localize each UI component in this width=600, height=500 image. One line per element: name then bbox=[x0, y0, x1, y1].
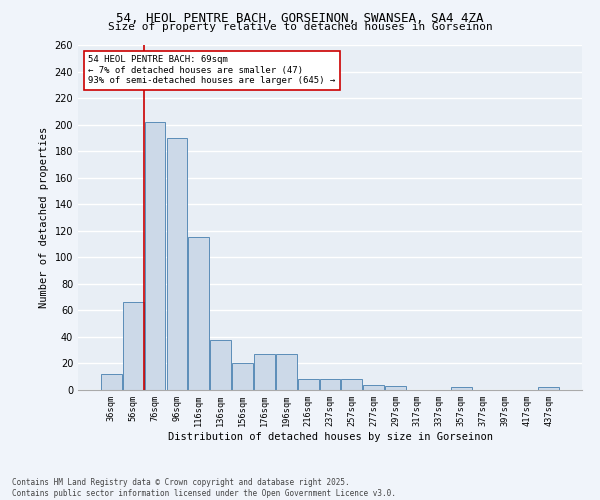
Bar bbox=[364, 384, 384, 390]
Bar bbox=[188, 238, 209, 390]
Bar bbox=[123, 302, 143, 390]
Bar bbox=[538, 388, 559, 390]
Text: Size of property relative to detached houses in Gorseinon: Size of property relative to detached ho… bbox=[107, 22, 493, 32]
Bar bbox=[298, 380, 319, 390]
Text: Contains HM Land Registry data © Crown copyright and database right 2025.
Contai: Contains HM Land Registry data © Crown c… bbox=[12, 478, 396, 498]
Bar bbox=[167, 138, 187, 390]
Bar bbox=[341, 380, 362, 390]
Bar bbox=[210, 340, 231, 390]
Bar bbox=[101, 374, 122, 390]
Text: 54 HEOL PENTRE BACH: 69sqm
← 7% of detached houses are smaller (47)
93% of semi-: 54 HEOL PENTRE BACH: 69sqm ← 7% of detac… bbox=[88, 56, 335, 85]
X-axis label: Distribution of detached houses by size in Gorseinon: Distribution of detached houses by size … bbox=[167, 432, 493, 442]
Bar bbox=[254, 354, 275, 390]
Bar bbox=[451, 388, 472, 390]
Y-axis label: Number of detached properties: Number of detached properties bbox=[39, 127, 49, 308]
Bar bbox=[276, 354, 296, 390]
Bar bbox=[145, 122, 166, 390]
Bar bbox=[232, 364, 253, 390]
Bar bbox=[385, 386, 406, 390]
Bar bbox=[320, 380, 340, 390]
Text: 54, HEOL PENTRE BACH, GORSEINON, SWANSEA, SA4 4ZA: 54, HEOL PENTRE BACH, GORSEINON, SWANSEA… bbox=[116, 12, 484, 26]
